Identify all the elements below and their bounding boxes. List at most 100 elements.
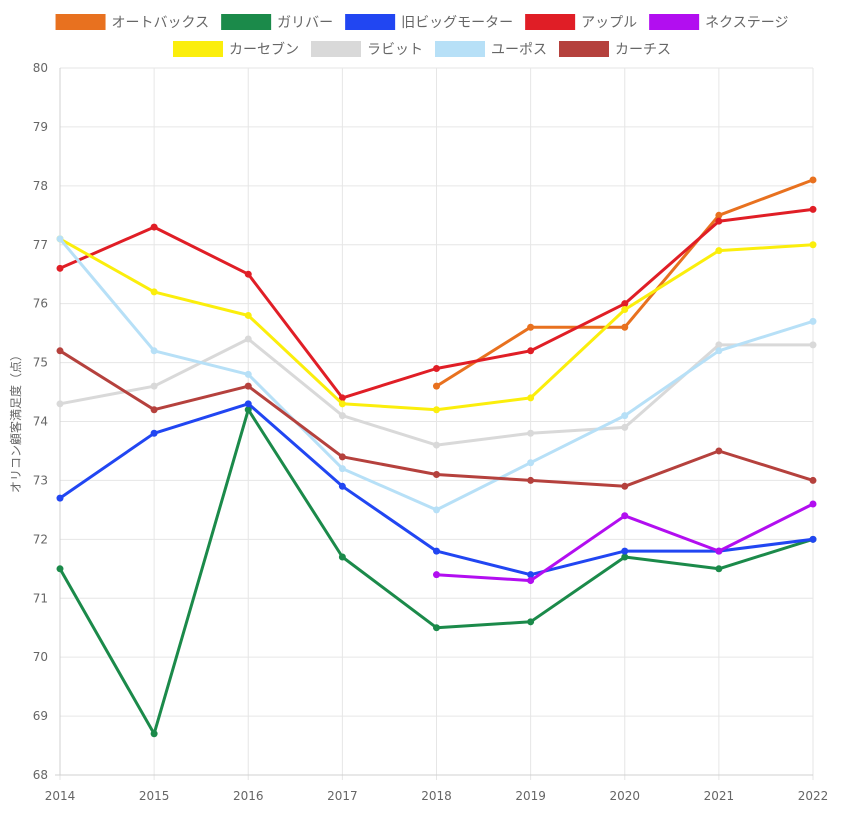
legend-swatch xyxy=(435,41,485,57)
data-point[interactable] xyxy=(338,553,346,561)
data-point[interactable] xyxy=(433,441,440,449)
data-point[interactable] xyxy=(621,412,629,420)
legend-item[interactable]: ユーポス xyxy=(435,41,547,58)
data-point[interactable] xyxy=(56,565,64,573)
data-point[interactable] xyxy=(338,394,346,402)
legend-swatch xyxy=(345,14,396,30)
y-axis-ticks: 68 69 70 71 72 73 74 75 76 77 78 79 80 xyxy=(33,61,48,782)
data-point[interactable] xyxy=(809,500,817,508)
data-point[interactable] xyxy=(433,364,440,372)
data-point[interactable] xyxy=(527,429,535,437)
data-point[interactable] xyxy=(244,382,252,390)
legend-label: ラビット xyxy=(367,42,423,58)
data-point[interactable] xyxy=(433,547,440,555)
y-tick-label: 73 xyxy=(33,473,48,487)
data-point[interactable] xyxy=(715,217,723,225)
data-point[interactable] xyxy=(621,300,629,308)
data-point[interactable] xyxy=(433,506,440,514)
data-point[interactable] xyxy=(244,270,252,278)
legend-item[interactable]: オートバックス xyxy=(55,14,210,31)
data-point[interactable] xyxy=(527,459,535,467)
data-point[interactable] xyxy=(527,347,535,355)
y-tick-label: 72 xyxy=(33,532,48,546)
data-point[interactable] xyxy=(244,370,252,378)
data-point[interactable] xyxy=(621,323,629,331)
data-point[interactable] xyxy=(244,311,252,319)
data-point[interactable] xyxy=(527,476,535,484)
data-point[interactable] xyxy=(56,264,64,272)
data-point[interactable] xyxy=(150,382,158,390)
data-point[interactable] xyxy=(527,577,535,585)
data-point[interactable] xyxy=(527,618,535,626)
data-point[interactable] xyxy=(244,400,252,408)
data-point[interactable] xyxy=(338,412,346,420)
data-point[interactable] xyxy=(433,382,440,390)
data-point[interactable] xyxy=(338,453,346,461)
data-point[interactable] xyxy=(621,482,629,490)
data-point[interactable] xyxy=(809,241,817,249)
data-point[interactable] xyxy=(527,571,535,579)
data-point[interactable] xyxy=(150,406,158,414)
legend-swatch xyxy=(311,41,361,57)
data-point[interactable] xyxy=(56,400,64,408)
data-point[interactable] xyxy=(433,471,440,479)
legend-item[interactable]: カーセブン xyxy=(173,41,299,58)
data-point[interactable] xyxy=(809,176,817,184)
data-point[interactable] xyxy=(809,341,817,349)
data-point[interactable] xyxy=(433,571,440,579)
data-point[interactable] xyxy=(150,223,158,231)
y-tick-label: 74 xyxy=(33,415,48,429)
data-point[interactable] xyxy=(527,323,535,331)
data-point[interactable] xyxy=(150,347,158,355)
x-tick-label: 2022 xyxy=(798,789,829,803)
data-point[interactable] xyxy=(150,730,158,738)
data-point[interactable] xyxy=(715,341,723,349)
data-point[interactable] xyxy=(809,317,817,325)
legend-item[interactable]: ラビット xyxy=(311,41,423,58)
legend-item[interactable]: アップル xyxy=(525,14,637,31)
data-point[interactable] xyxy=(715,211,723,219)
data-point[interactable] xyxy=(56,235,64,243)
legend-item[interactable]: 旧ビッグモーター xyxy=(345,14,513,31)
data-point[interactable] xyxy=(338,400,346,408)
data-point[interactable] xyxy=(338,482,346,490)
data-point[interactable] xyxy=(809,205,817,213)
legend-item[interactable]: ネクステージ xyxy=(649,14,788,31)
data-point[interactable] xyxy=(527,394,535,402)
x-axis-ticks: 2014 2015 2016 2017 2018 2019 2020 2021 2022 xyxy=(45,789,829,803)
y-tick-label: 77 xyxy=(33,238,48,252)
data-point[interactable] xyxy=(433,624,440,632)
legend-item[interactable]: ガリバー xyxy=(221,14,333,31)
y-tick-label: 78 xyxy=(33,179,48,193)
y-tick-label: 71 xyxy=(33,591,48,605)
x-tick-label: 2015 xyxy=(139,789,170,803)
data-point[interactable] xyxy=(621,423,629,431)
data-point[interactable] xyxy=(56,494,64,502)
data-point[interactable] xyxy=(809,476,817,484)
y-tick-label: 76 xyxy=(33,297,48,311)
data-point[interactable] xyxy=(621,512,629,520)
legend-item[interactable]: カーチス xyxy=(559,41,671,58)
x-tick-label: 2016 xyxy=(233,789,264,803)
data-point[interactable] xyxy=(715,565,723,573)
data-point[interactable] xyxy=(150,288,158,296)
data-point[interactable] xyxy=(338,465,346,473)
data-point[interactable] xyxy=(621,553,629,561)
legend-swatch xyxy=(649,14,700,30)
data-point[interactable] xyxy=(150,429,158,437)
data-point[interactable] xyxy=(715,347,723,355)
legend-label: ネクステージ xyxy=(705,15,788,31)
data-point[interactable] xyxy=(809,535,817,543)
data-point[interactable] xyxy=(715,447,723,455)
data-point[interactable] xyxy=(433,406,440,414)
data-point[interactable] xyxy=(244,406,252,414)
axes xyxy=(55,68,813,776)
data-point[interactable] xyxy=(56,347,64,355)
data-point[interactable] xyxy=(621,306,629,314)
data-point[interactable] xyxy=(621,547,629,555)
legend-label: アップル xyxy=(581,15,637,31)
data-point[interactable] xyxy=(715,247,723,255)
data-point[interactable] xyxy=(715,547,723,555)
data-point[interactable] xyxy=(244,335,252,343)
